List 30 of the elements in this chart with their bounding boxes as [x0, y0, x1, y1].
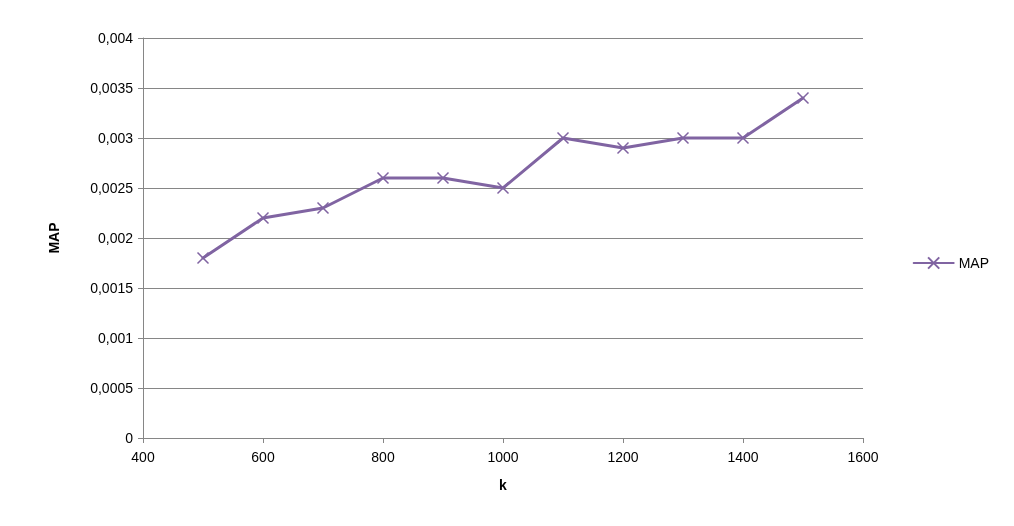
- point: [436, 171, 450, 185]
- x-tick-label: 800: [371, 449, 395, 465]
- point: [736, 131, 750, 145]
- y-tick-label: 0,0025: [90, 180, 134, 196]
- y-tick-label: 0,001: [97, 330, 134, 346]
- y-tick-label: 0: [125, 430, 134, 446]
- point: [796, 91, 810, 105]
- x-tick-label: 400: [131, 449, 155, 465]
- y-tick-label: 0,003: [97, 130, 134, 146]
- point: [256, 211, 270, 225]
- point: [676, 131, 690, 145]
- y-tick-label: 0,0035: [90, 80, 134, 96]
- x-axis-title: k: [499, 477, 508, 493]
- x-tick-label: 1000: [487, 449, 519, 465]
- point: [616, 141, 630, 155]
- y-tick-label: 0,0005: [90, 380, 134, 396]
- legend-label: MAP: [958, 255, 990, 271]
- y-tick-label: 0,004: [97, 30, 134, 46]
- point: [376, 171, 390, 185]
- y-axis-title: MAP: [46, 222, 62, 254]
- point: [196, 251, 210, 265]
- x-tick-label: 600: [251, 449, 275, 465]
- y-tick-label: 0,0015: [90, 280, 134, 296]
- y-tick-label: 0,002: [97, 230, 134, 246]
- point: [556, 131, 570, 145]
- x-tick-label: 1200: [607, 449, 639, 465]
- point: [496, 181, 510, 195]
- point: [316, 201, 330, 215]
- x-tick-label: 1600: [847, 449, 879, 465]
- x-tick-label: 1400: [727, 449, 759, 465]
